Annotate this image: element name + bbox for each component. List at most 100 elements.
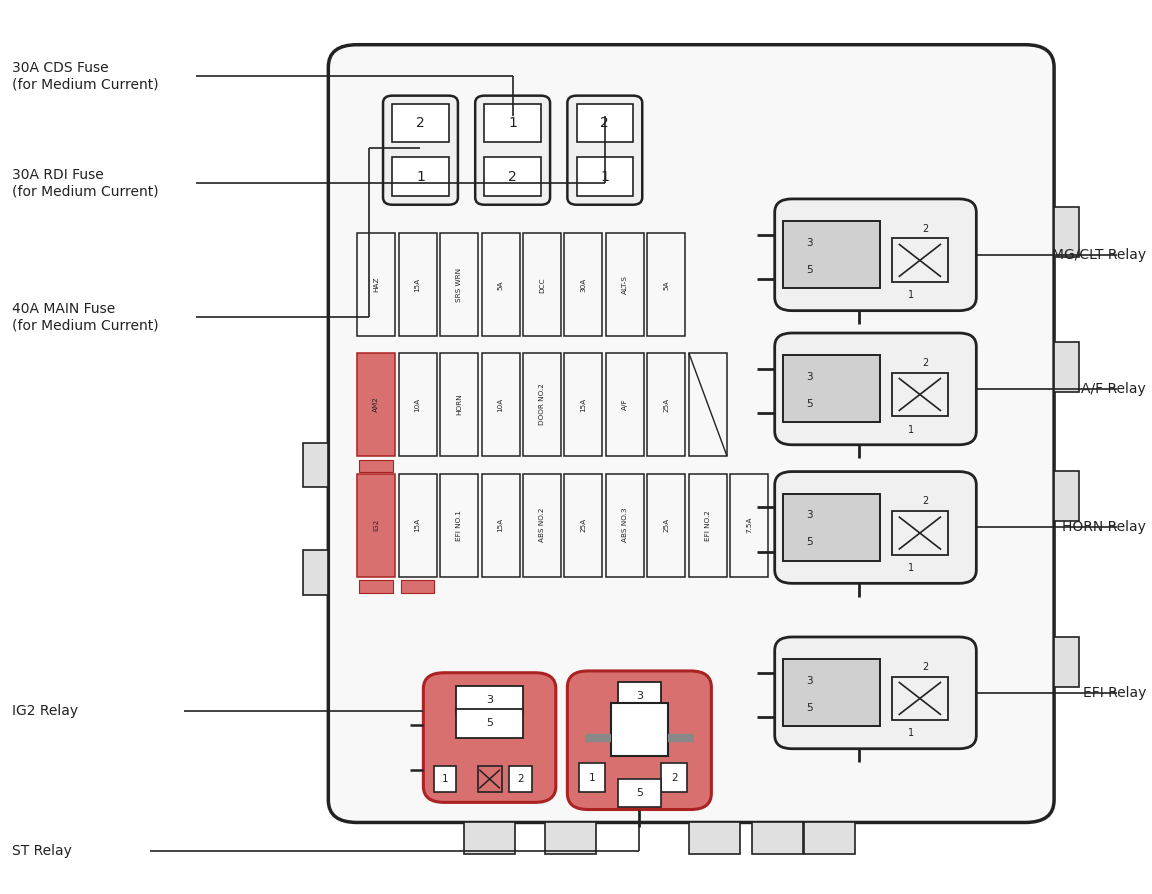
Text: 2: 2 [923, 496, 929, 506]
Text: 3: 3 [806, 372, 813, 382]
Bar [606, 353, 644, 456]
Bar [579, 763, 605, 792]
Bar [478, 765, 501, 792]
Bar [892, 239, 948, 283]
Text: 1: 1 [442, 774, 448, 784]
Bar [399, 474, 437, 577]
Text: 2: 2 [517, 774, 524, 784]
Text: 2: 2 [923, 224, 929, 233]
Bar [783, 660, 879, 726]
Bar [399, 353, 437, 456]
Bar [359, 460, 393, 472]
Bar [523, 353, 561, 456]
FancyBboxPatch shape [424, 673, 555, 803]
FancyBboxPatch shape [774, 199, 976, 311]
Bar [357, 353, 395, 456]
Text: 15A: 15A [415, 278, 420, 291]
Bar [1054, 207, 1079, 257]
Text: SRS WRN: SRS WRN [456, 267, 462, 302]
Bar [783, 493, 879, 561]
FancyBboxPatch shape [774, 637, 976, 749]
Bar [456, 709, 523, 738]
Text: 30A RDI Fuse
(for Medium Current): 30A RDI Fuse (for Medium Current) [12, 168, 158, 198]
Bar [783, 356, 879, 423]
Text: 3: 3 [806, 510, 813, 520]
Text: 5: 5 [806, 399, 813, 409]
Text: DCC: DCC [539, 277, 545, 292]
Bar [576, 104, 634, 142]
FancyBboxPatch shape [567, 670, 711, 810]
Text: 3: 3 [486, 695, 493, 705]
Text: 2: 2 [508, 170, 517, 183]
Bar [464, 822, 515, 854]
Bar [401, 580, 434, 593]
Text: 2: 2 [923, 358, 929, 367]
Text: 1: 1 [908, 425, 915, 434]
Bar [564, 233, 602, 336]
Bar [783, 222, 879, 289]
Text: A/F Relay: A/F Relay [1082, 382, 1146, 396]
Bar [399, 233, 437, 336]
Text: 3: 3 [806, 676, 813, 686]
Bar [523, 474, 561, 577]
Text: 1: 1 [589, 772, 596, 782]
FancyBboxPatch shape [774, 333, 976, 445]
Bar [456, 686, 523, 714]
Text: EFI Relay: EFI Relay [1083, 686, 1146, 700]
Bar [357, 233, 395, 336]
Text: 1: 1 [600, 170, 609, 183]
Bar [1054, 342, 1079, 392]
Text: 25A: 25A [664, 398, 669, 411]
Bar [440, 353, 478, 456]
Bar [892, 373, 948, 417]
Bar [661, 763, 688, 792]
Bar [509, 765, 532, 792]
Text: ABS NO.2: ABS NO.2 [539, 508, 545, 543]
Text: A/F: A/F [622, 399, 628, 410]
Bar [606, 233, 644, 336]
Bar [482, 474, 520, 577]
Bar [523, 233, 561, 336]
Text: 5A: 5A [498, 280, 503, 290]
Bar [482, 233, 520, 336]
Text: IG2: IG2 [373, 519, 379, 531]
Text: 15A: 15A [581, 398, 586, 411]
Text: 5: 5 [486, 718, 493, 729]
Text: 1: 1 [908, 563, 915, 573]
Text: HAZ: HAZ [373, 277, 379, 292]
Text: 2: 2 [416, 116, 425, 130]
Bar [892, 511, 948, 555]
Bar [392, 104, 448, 142]
Bar [606, 474, 644, 577]
FancyBboxPatch shape [328, 45, 1054, 822]
Text: 1: 1 [416, 170, 425, 183]
Bar [484, 157, 541, 196]
Text: IG2 Relay: IG2 Relay [12, 704, 77, 718]
Text: 15A: 15A [498, 519, 503, 532]
Text: AM2: AM2 [373, 397, 379, 412]
Text: 2: 2 [923, 662, 929, 671]
Bar [730, 474, 768, 577]
FancyBboxPatch shape [475, 96, 550, 205]
Text: 10A: 10A [498, 398, 503, 411]
Text: EFI NO.2: EFI NO.2 [705, 510, 711, 541]
Text: 5: 5 [636, 788, 643, 797]
Bar [617, 682, 661, 710]
Text: 5: 5 [806, 537, 813, 547]
Text: HORN: HORN [456, 393, 462, 416]
Bar [482, 353, 520, 456]
Bar [576, 157, 634, 196]
Text: 1: 1 [908, 729, 915, 738]
FancyBboxPatch shape [774, 472, 976, 584]
Bar [303, 443, 328, 487]
Text: 5A: 5A [664, 280, 669, 290]
Text: 3: 3 [636, 691, 643, 701]
Text: 2: 2 [670, 772, 677, 782]
Bar [484, 104, 541, 142]
Bar [440, 233, 478, 336]
Bar [1054, 471, 1079, 521]
Bar [689, 353, 727, 456]
Bar [392, 157, 448, 196]
Text: 5: 5 [806, 265, 813, 274]
Text: ALT-S: ALT-S [622, 275, 628, 294]
